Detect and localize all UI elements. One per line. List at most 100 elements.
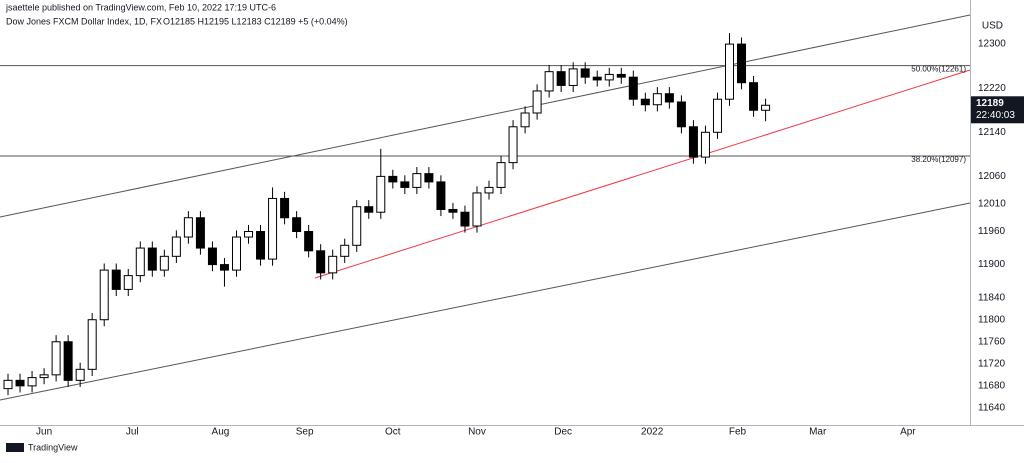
candle-body [147, 247, 157, 271]
candle-body [3, 379, 13, 390]
candle-body [580, 68, 590, 78]
candle-body [700, 131, 710, 158]
last-price: 12189 [976, 98, 1004, 109]
candle-body [436, 181, 446, 210]
y-tick-label: 11900 [978, 259, 1006, 270]
candle-body [244, 231, 254, 238]
candle-body [376, 175, 386, 213]
y-tick-label: 12300 [978, 39, 1006, 50]
candle-body [652, 93, 662, 106]
candle-body [292, 217, 302, 233]
candle-body [316, 250, 326, 274]
x-tick-label: Sep [296, 427, 314, 438]
candle-body [159, 255, 169, 271]
candle-body [51, 341, 61, 376]
x-tick-label: Aug [212, 427, 230, 438]
candle-body [364, 206, 374, 213]
candle-body [75, 368, 85, 381]
candle-body [400, 181, 410, 188]
y-tick-label: 11960 [978, 226, 1006, 237]
candle-body [496, 162, 506, 188]
candle-body [688, 126, 698, 158]
y-tick-label: 11800 [978, 314, 1006, 325]
candle-body [256, 231, 266, 260]
candle-body [219, 264, 229, 271]
candle-body [207, 247, 217, 266]
candle-body [761, 104, 771, 111]
y-tick-label: 12010 [978, 199, 1006, 210]
candle-body [472, 192, 482, 227]
price-badge [971, 96, 1024, 124]
candle-body [195, 217, 205, 249]
currency: USD [982, 21, 1003, 32]
x-tick-label: Mar [809, 427, 827, 438]
candle-body [568, 68, 578, 86]
x-tick-label: Jun [36, 427, 52, 438]
candle-body [520, 112, 530, 128]
y-tick-label: 11720 [978, 358, 1006, 369]
candle-body [484, 186, 494, 194]
brand: TradingView [28, 442, 78, 452]
candle-body [592, 76, 602, 81]
candle-body [340, 244, 350, 257]
candle-body [544, 71, 554, 92]
candle-body [712, 98, 722, 133]
candle-body [304, 231, 314, 252]
x-tick-label: Nov [468, 427, 486, 438]
candle-body [508, 126, 518, 164]
candle-body [171, 236, 181, 257]
candle-body [15, 379, 25, 387]
y-tick-label: 12060 [978, 171, 1006, 182]
candle-body [27, 377, 37, 387]
symbol: Dow Jones FXCM Dollar Index, 1D, FX [6, 16, 162, 26]
channel-upper [0, 14, 971, 218]
candle-body [111, 269, 121, 290]
candle-body [87, 319, 97, 370]
ohlc: O12185 H12195 L12183 C12189 +5 (+0.04%) [163, 16, 348, 26]
candle-body [628, 76, 638, 100]
publisher: jsaettele published on TradingView.com, … [5, 2, 276, 12]
candle-body [135, 247, 145, 277]
candle-body [640, 98, 650, 106]
candle-body [39, 374, 49, 379]
candle-body [123, 275, 133, 290]
candle-body [556, 71, 566, 86]
y-tick-label: 11840 [978, 292, 1006, 303]
candle-body [328, 255, 338, 274]
x-tick-label: Jul [126, 427, 139, 438]
candle-body [664, 93, 674, 103]
y-tick-label: 11680 [978, 381, 1006, 392]
x-tick-label: Dec [554, 427, 572, 438]
trend-line [314, 69, 971, 279]
channel-lower [0, 202, 971, 401]
x-tick-label: Feb [729, 427, 747, 438]
y-tick-label: 11640 [978, 403, 1006, 414]
candle-body [268, 197, 278, 260]
level-label: 50.00%(12261) [911, 65, 966, 74]
candle-body [183, 217, 193, 238]
y-tick-label: 12140 [978, 127, 1006, 138]
candle-body [352, 206, 362, 246]
candle-body [749, 82, 759, 111]
brand-logo [6, 443, 24, 452]
y-tick-label: 12220 [978, 83, 1006, 94]
candle-body [63, 341, 73, 381]
candle-body [676, 101, 686, 128]
candle-body [280, 197, 290, 219]
candle-body [532, 90, 542, 114]
candle-body [412, 173, 422, 188]
x-tick-label: Apr [900, 427, 916, 438]
candle-body [460, 211, 470, 227]
y-tick-label: 11760 [978, 336, 1006, 347]
candle-body [231, 236, 241, 271]
candle-body [737, 43, 747, 84]
candle-body [616, 73, 626, 78]
candle-body [388, 175, 398, 183]
candle-body [448, 208, 458, 213]
x-tick-label: Oct [385, 427, 401, 438]
candle-body [604, 73, 614, 81]
level-label: 38.20%(12097) [911, 155, 966, 164]
candle-body [424, 173, 434, 183]
